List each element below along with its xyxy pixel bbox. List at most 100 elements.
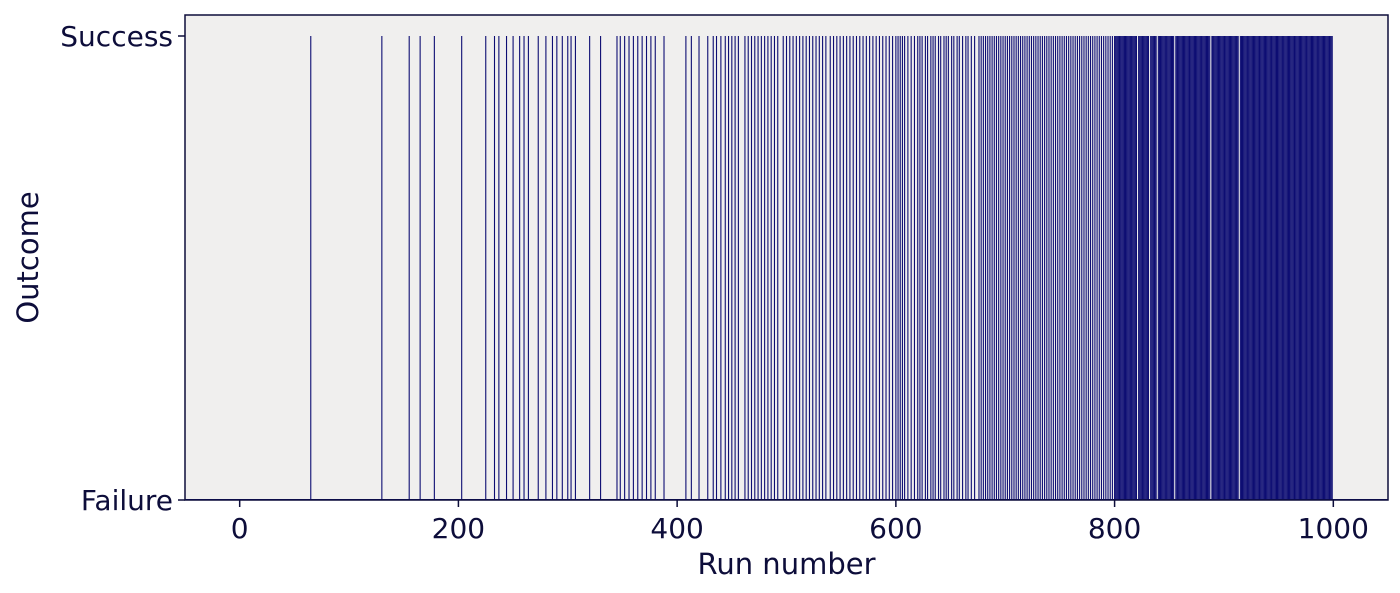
success-bar: [1083, 36, 1085, 500]
success-bar: [849, 36, 851, 500]
success-bar: [731, 36, 733, 500]
success-bar: [744, 36, 746, 500]
success-bar: [1223, 36, 1225, 500]
success-bar: [1282, 36, 1284, 500]
success-bar: [1164, 36, 1166, 500]
success-bar: [1118, 36, 1120, 500]
success-bar: [1242, 36, 1244, 500]
success-bar: [1199, 36, 1201, 500]
success-bar: [1228, 36, 1230, 500]
success-bar: [1163, 36, 1165, 500]
success-bar: [1295, 36, 1297, 500]
success-bar: [836, 36, 838, 500]
success-bar: [1314, 36, 1316, 500]
success-bar: [1180, 36, 1182, 500]
success-bar: [1126, 36, 1128, 500]
success-bar: [574, 36, 576, 500]
success-bar: [869, 36, 871, 500]
success-bar: [865, 36, 867, 500]
success-bar: [1019, 36, 1022, 500]
success-bar: [815, 36, 817, 500]
success-bar: [698, 36, 700, 500]
success-bar: [757, 36, 759, 500]
success-bar: [1225, 36, 1227, 500]
success-bar: [1120, 36, 1122, 500]
success-bar: [641, 36, 643, 500]
success-bar: [1139, 36, 1141, 500]
success-bar: [1092, 36, 1094, 500]
success-bar: [1193, 36, 1195, 500]
success-bar: [1170, 36, 1173, 500]
success-bar: [1162, 36, 1164, 500]
success-bar: [1152, 36, 1154, 500]
success-bar: [1202, 36, 1204, 500]
success-bar: [1046, 36, 1048, 500]
success-bar: [967, 36, 969, 500]
success-bar: [913, 36, 916, 500]
success-bar: [1279, 36, 1281, 500]
success-bar: [1059, 36, 1061, 500]
success-bar: [993, 36, 995, 500]
success-bar: [1221, 36, 1223, 500]
success-bar: [1264, 36, 1267, 500]
success-bar: [875, 36, 877, 500]
success-bar: [720, 36, 722, 500]
success-bar: [1229, 36, 1232, 500]
success-bar: [1054, 36, 1057, 500]
success-bar: [1250, 36, 1252, 500]
y-tick-label: Failure: [81, 484, 173, 517]
success-bar: [1275, 36, 1277, 500]
success-bar: [1313, 36, 1315, 500]
success-bar: [782, 36, 784, 500]
success-bar: [947, 36, 949, 500]
success-bar: [1128, 36, 1130, 500]
success-bar: [1240, 36, 1242, 500]
success-bar: [1303, 36, 1305, 500]
success-bar: [1072, 36, 1074, 500]
success-bar: [1105, 36, 1107, 500]
success-bar: [1151, 36, 1153, 500]
success-bar: [904, 36, 906, 500]
success-bar: [785, 36, 788, 500]
success-bar: [777, 36, 779, 500]
success-bar: [980, 36, 982, 500]
success-bar: [1219, 36, 1221, 500]
success-bar: [919, 36, 921, 500]
success-bar: [767, 36, 769, 500]
success-bar: [1274, 36, 1276, 500]
success-bar: [1030, 36, 1033, 500]
success-bar: [1224, 36, 1226, 500]
success-bar: [1327, 36, 1329, 500]
success-bar: [1328, 36, 1330, 500]
success-bar: [1068, 36, 1070, 500]
success-bar: [1286, 36, 1288, 500]
success-bar: [1296, 36, 1298, 500]
success-bar: [1217, 36, 1220, 500]
success-bar: [987, 36, 989, 500]
success-bar: [812, 36, 814, 500]
success-bar: [485, 36, 487, 500]
success-bar: [1187, 36, 1189, 500]
success-bar: [1130, 36, 1132, 500]
success-bar: [1284, 36, 1286, 500]
success-bar: [1317, 36, 1319, 500]
success-bar: [937, 36, 940, 500]
success-bar: [310, 36, 312, 500]
success-bar: [1315, 36, 1317, 500]
success-bar: [1283, 36, 1285, 500]
success-bar: [632, 36, 634, 500]
success-bar: [1004, 36, 1006, 500]
success-bar: [685, 36, 687, 500]
success-bar: [1272, 36, 1274, 500]
success-bar: [1074, 36, 1076, 500]
success-bars: [185, 36, 1388, 500]
success-bar: [1196, 36, 1198, 500]
success-bar: [1145, 36, 1147, 500]
success-bar: [1215, 36, 1217, 500]
success-bar: [1209, 36, 1211, 500]
success-bar: [1246, 36, 1248, 500]
success-bar: [921, 36, 923, 500]
success-bar: [1044, 36, 1046, 500]
success-bar: [1070, 36, 1072, 500]
